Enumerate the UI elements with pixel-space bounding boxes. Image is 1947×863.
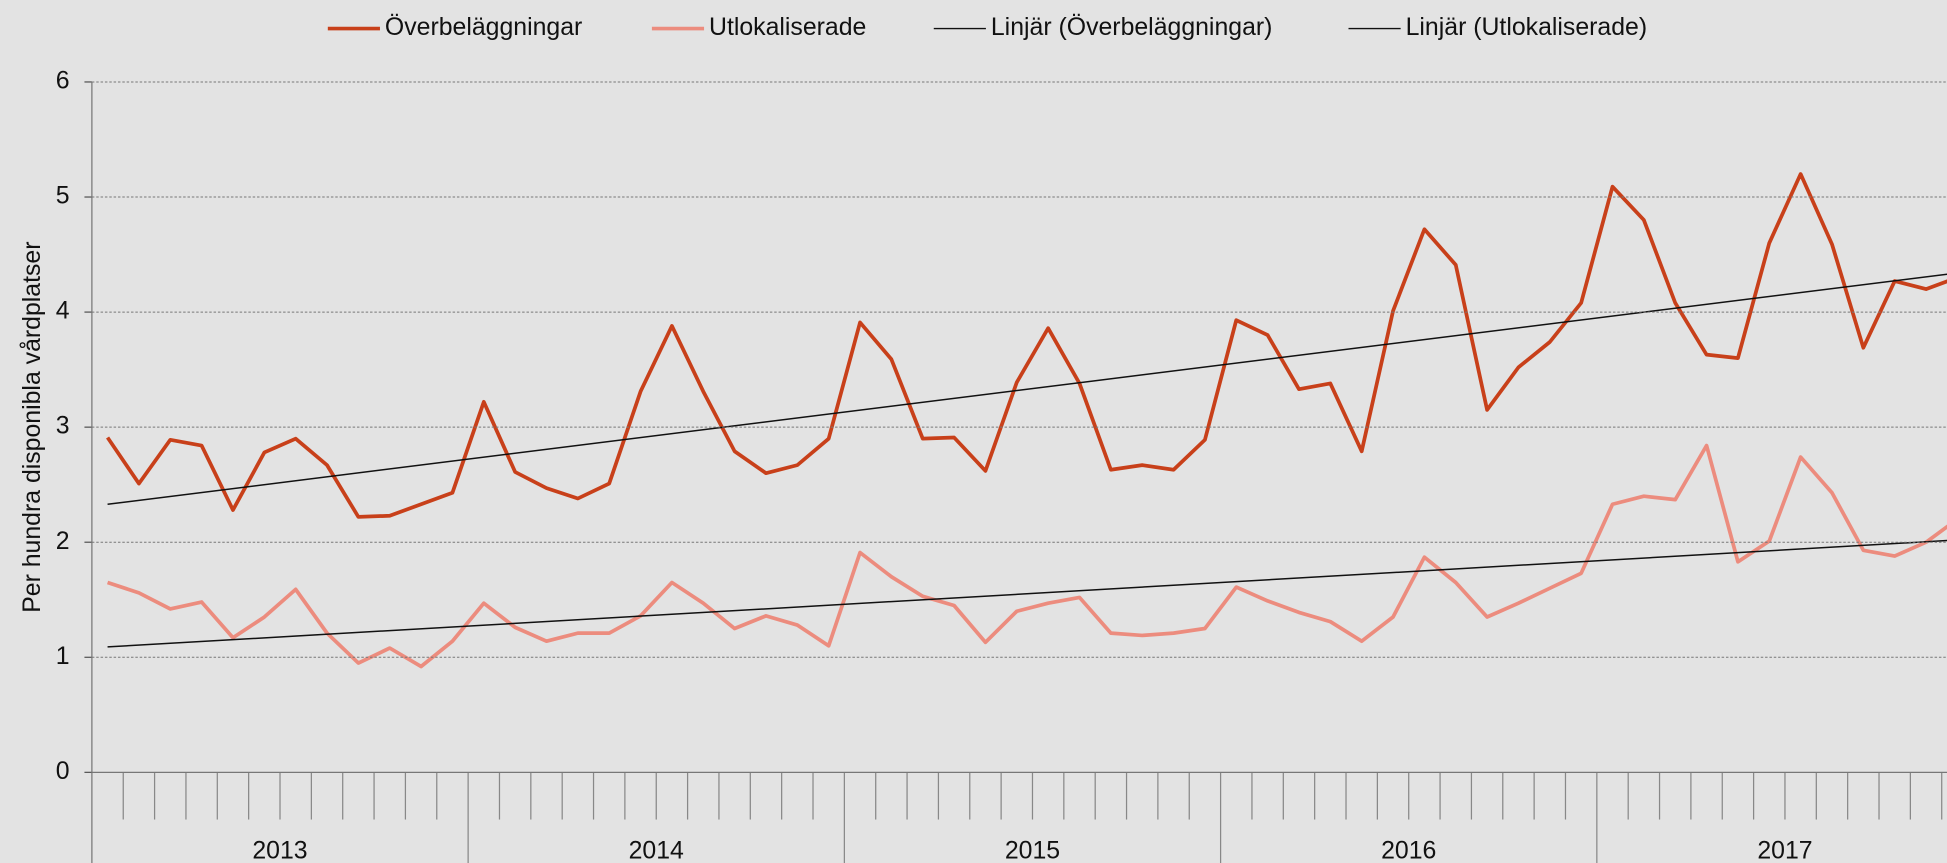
plot-area <box>91 172 1947 863</box>
legend-label: Överbeläggningar <box>385 14 582 41</box>
y-axis-label: Per hundra disponibla vårdplatser <box>19 242 46 613</box>
y-tick-label: 2 <box>56 528 70 555</box>
x-group-label: 2016 <box>1381 837 1436 863</box>
x-group-label: 2014 <box>629 837 684 863</box>
series-line <box>107 273 1947 505</box>
legend-label: Linjär (Utlokaliserade) <box>1406 14 1647 41</box>
y-tick-label: 6 <box>56 68 70 95</box>
y-tick-label: 0 <box>56 758 70 785</box>
x-group-label: 2013 <box>252 837 307 863</box>
y-tick-label: 5 <box>56 183 70 210</box>
y-tick-label: 1 <box>56 643 70 670</box>
x-group-label: 2015 <box>1005 837 1060 863</box>
series-line <box>107 539 1947 648</box>
legend-label: Utlokaliserade <box>709 14 866 41</box>
y-tick-label: 3 <box>56 413 70 440</box>
x-group-label: 2017 <box>1757 837 1812 863</box>
series-line <box>106 172 1947 519</box>
series-line <box>106 443 1947 669</box>
legend-label: Linjär (Överbeläggningar) <box>991 14 1273 41</box>
y-tick-label: 4 <box>56 298 70 325</box>
